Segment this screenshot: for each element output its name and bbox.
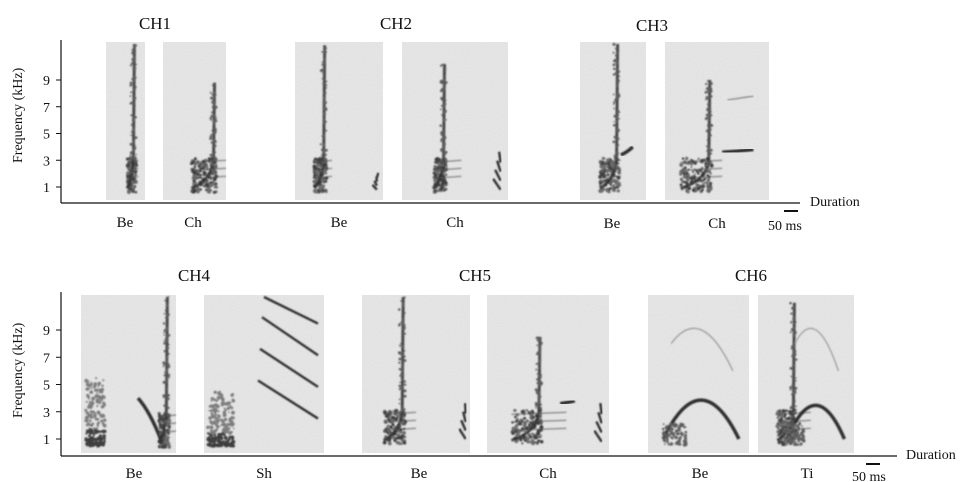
chart-title-ch5: CH5 — [459, 266, 491, 285]
spectrogram-panel-ch5-be — [362, 295, 470, 453]
y-ticks-row-1: 1 3 5 7 9 — [43, 74, 61, 196]
spectrogram-panel-ch3-ch — [665, 42, 769, 200]
y-tick-label: 9 — [43, 324, 50, 339]
panel-label-ch1-be: Be — [117, 215, 134, 231]
spectrogram-noise — [487, 295, 609, 453]
y-tick-label: 5 — [43, 379, 50, 394]
panel-label-ch5-be: Be — [411, 466, 428, 482]
row-1: Frequency (kHz) Duration 50 ms 1 3 5 7 9 CH1… — [11, 14, 860, 234]
spectrogram-panel-ch2-ch — [402, 42, 508, 200]
spectrogram-panel-ch6-ti — [758, 295, 854, 453]
y-tick-label: 1 — [43, 181, 50, 196]
panel-label-ch3-be: Be — [604, 216, 621, 232]
spectrogram-noise — [204, 295, 324, 453]
spectrogram-panel-ch1-be — [106, 42, 145, 200]
chart-title-ch1: CH1 — [139, 14, 171, 33]
spectrogram-panel-ch3-be — [580, 42, 646, 200]
x-axis-label-row-1: Duration — [810, 195, 860, 210]
panel-label-ch4-sh: Sh — [256, 466, 272, 482]
spectrogram-noise — [580, 42, 646, 200]
spectrogram-panel-ch5-ch — [487, 295, 609, 453]
spectrogram-panel-ch2-be — [295, 42, 383, 200]
x-axis-label-row-2: Duration — [906, 448, 956, 463]
spectrogram-noise — [81, 295, 176, 453]
scale-bar-label-row-1: 50 ms — [768, 219, 802, 234]
spectrogram-noise — [648, 295, 749, 453]
spectrogram-noise — [758, 295, 854, 453]
y-tick-label: 9 — [43, 74, 50, 89]
spectrogram-noise — [106, 42, 145, 200]
y-tick-label: 1 — [43, 433, 50, 448]
y-tick-label: 7 — [43, 351, 50, 366]
y-tick-label: 5 — [43, 128, 50, 143]
y-ticks-row-2: 1 3 5 7 9 — [43, 324, 61, 448]
spectrogram-noise — [362, 295, 470, 453]
spectrogram-panel-ch6-be — [648, 295, 749, 453]
chart-title-ch2: CH2 — [380, 14, 412, 33]
scale-bar-label-row-2: 50 ms — [852, 470, 886, 482]
panel-label-ch4-be: Be — [126, 466, 143, 482]
chart-title-ch6: CH6 — [735, 266, 767, 285]
y-axis-label-row-2: Frequency (kHz) — [11, 322, 26, 418]
panel-label-ch2-ch: Ch — [446, 215, 464, 231]
spectrogram-noise — [295, 42, 383, 200]
spectrogram-panel-ch1-ch — [163, 42, 227, 200]
spectrogram-noise — [665, 42, 769, 200]
panel-label-ch2-be: Be — [331, 215, 348, 231]
spectrogram-panel-ch4-be — [81, 295, 177, 453]
spectrogram-noise — [402, 42, 508, 200]
spectrogram-panel-ch4-sh — [204, 295, 324, 453]
y-tick-label: 7 — [43, 101, 50, 116]
panel-label-ch5-ch: Ch — [539, 466, 557, 482]
panel-label-ch3-ch: Ch — [708, 216, 726, 232]
y-axis-label-row-1: Frequency (kHz) — [11, 67, 26, 163]
chart-title-ch3: CH3 — [636, 16, 668, 35]
panel-label-ch6-ti: Ti — [801, 466, 814, 482]
chart-title-ch4: CH4 — [178, 266, 211, 285]
row-2: Frequency (kHz) Duration 50 ms 1 3 5 7 9 CH4… — [11, 266, 956, 482]
spectrogram-noise — [163, 42, 226, 200]
y-tick-label: 3 — [43, 154, 50, 169]
panel-label-ch6-be: Be — [692, 466, 709, 482]
y-tick-label: 3 — [43, 406, 50, 421]
panel-label-ch1-ch: Ch — [184, 215, 202, 231]
